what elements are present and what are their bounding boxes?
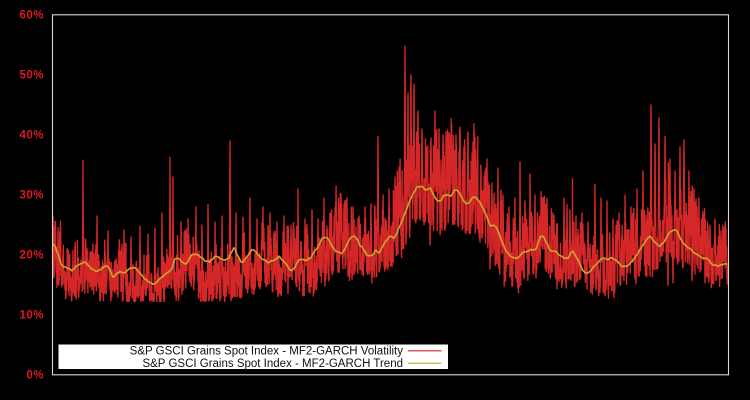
svg-text:S&P GSCI Grains Spot Index - M: S&P GSCI Grains Spot Index - MF2-GARCH T… (142, 358, 403, 370)
svg-text:50%: 50% (19, 70, 44, 82)
svg-text:0%: 0% (26, 370, 44, 382)
svg-text:20%: 20% (19, 250, 44, 262)
svg-text:30%: 30% (19, 190, 44, 202)
svg-text:10%: 10% (19, 310, 44, 322)
svg-text:40%: 40% (19, 130, 44, 142)
svg-text:S&P GSCI Grains Spot Index - M: S&P GSCI Grains Spot Index - MF2-GARCH V… (130, 346, 404, 358)
svg-text:60%: 60% (19, 10, 44, 22)
